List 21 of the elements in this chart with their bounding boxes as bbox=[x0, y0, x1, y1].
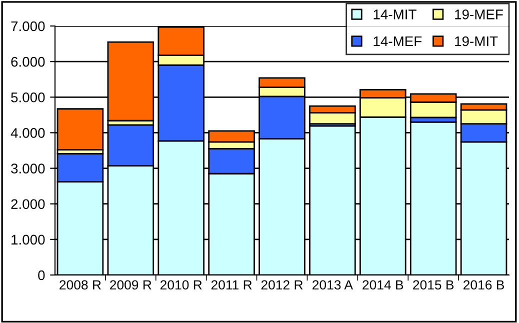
y-tick-label: 5.000 bbox=[11, 92, 45, 102]
legend-label: 14-MIT bbox=[374, 10, 416, 20]
y-tick-label: 0 bbox=[38, 270, 45, 280]
y-tick-label: 4.000 bbox=[10, 128, 45, 138]
y-tick-label: 7.000 bbox=[11, 21, 45, 32]
y-tick-label: 3.000 bbox=[11, 164, 45, 174]
x-tick-label: 2016 B bbox=[464, 280, 504, 290]
x-tick-label: 2015 B bbox=[413, 280, 454, 290]
x-tick-label: 2009 R bbox=[110, 280, 152, 290]
y-tick-label: 6.000 bbox=[11, 56, 45, 67]
legend-label: 19-MIT bbox=[455, 36, 498, 46]
x-tick-label: 2014 B bbox=[362, 280, 404, 290]
x-tick-label: 2010 R bbox=[160, 280, 202, 290]
x-tick-label: 2013 A bbox=[312, 280, 353, 290]
y-tick-label: 1.000 bbox=[12, 234, 45, 245]
x-tick-label: 2012 R bbox=[261, 280, 303, 290]
x-tick-label: 2008 R bbox=[60, 280, 101, 290]
x-tick-label: 2011 R bbox=[211, 280, 252, 290]
y-tick-label: 2.000 bbox=[11, 199, 45, 210]
legend-label: 14-MEF bbox=[374, 36, 422, 46]
legend-label: 19-MEF bbox=[455, 10, 503, 20]
